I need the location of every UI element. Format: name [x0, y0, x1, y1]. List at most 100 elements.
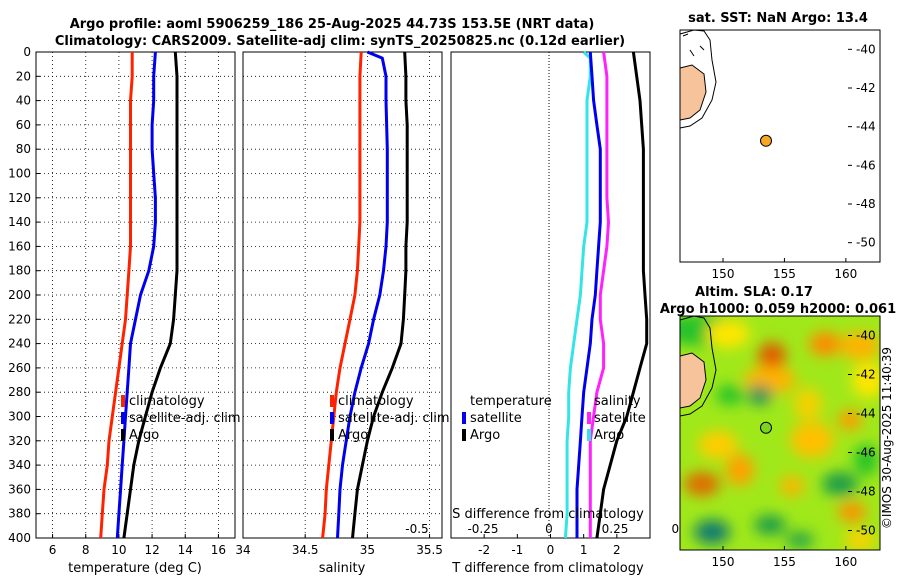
series-line-satellite-adj-clim: [336, 50, 389, 539]
y-tick-label: 340: [8, 458, 31, 472]
difference-legend: temperature satellite Argo salinity sate…: [462, 394, 646, 443]
y-tick-label: -50: [856, 524, 876, 538]
y-tick-label: -48: [856, 197, 876, 211]
y-tick-label: 240: [8, 337, 31, 351]
series-line-argo: [122, 51, 179, 539]
x-tick-label: 0: [547, 543, 555, 557]
series-line-climatology: [321, 51, 363, 539]
altimetry-map-axes: 150 155 160 -40 -42 -44 -46 -48 -50: [712, 329, 876, 570]
tasmania-landmass: [680, 352, 707, 409]
salinity-xlabel: salinity: [319, 561, 366, 576]
salinity-series: [321, 50, 409, 539]
series-line-s-satellite: [588, 51, 610, 538]
x-tick-label: 8: [82, 543, 90, 557]
x-tick-label: 12: [144, 543, 159, 557]
x-tick-label: 16: [211, 543, 226, 557]
imos-credit: ©IMOS 30-Aug-2025 11:40:39: [880, 347, 894, 529]
legend-s-argo: Argo: [594, 428, 624, 443]
y-tick-label: -42: [856, 81, 876, 95]
y-tick-label: 160: [8, 239, 31, 253]
legend-swatch-t-satellite: [462, 412, 466, 424]
legend-climatology: climatology: [129, 394, 205, 409]
temperature-xlabel: temperature (deg C): [68, 561, 202, 576]
legend-s-satellite: satellite: [594, 411, 646, 426]
x-tick-label: 1: [580, 543, 588, 557]
y-tick-label: 80: [16, 142, 31, 156]
sla-heatmap: [680, 316, 880, 550]
temperature-x-axis: 6 8 10 12 14 16: [49, 534, 226, 557]
difference-xlabel: T difference from climatology: [451, 561, 644, 576]
legend-swatch-satellite: [330, 412, 334, 424]
series-line-satellite-adj-clim: [115, 51, 157, 539]
tasmania-landmass: [679, 64, 707, 121]
y-tick-label: -50: [856, 236, 876, 250]
altimetry-title-line2: Argo h1000: 0.059 h2000: 0.061: [660, 302, 896, 317]
altimetry-title-line1: Altim. SLA: 0.17: [695, 285, 813, 300]
legend-climatology: climatology: [338, 394, 414, 409]
s-tick-label: 0.25: [602, 522, 629, 536]
y-tick-label: 280: [8, 385, 31, 399]
y-tick-label: -46: [856, 158, 876, 172]
legend-swatch-t-argo: [462, 429, 466, 441]
difference-series: [563, 50, 649, 539]
y-tick-label: 140: [8, 215, 31, 229]
x-tick-label: -1: [511, 543, 523, 557]
s-tick-label: 0: [545, 522, 553, 536]
x-tick-label: 2: [613, 543, 621, 557]
s-tick-label: -0.25: [467, 522, 498, 536]
mainland-outline: [680, 316, 717, 417]
x-tick-label: 35.5: [416, 543, 443, 557]
x-tick-label: 155: [773, 555, 796, 569]
x-tick-label: 6: [49, 543, 57, 557]
s-tick-label: -0.5: [405, 522, 428, 536]
y-tick-label: 100: [8, 167, 31, 181]
sla-blobs: [680, 316, 880, 550]
y-tick-label: 260: [8, 361, 31, 375]
legend-t-satellite: satellite: [470, 411, 522, 426]
legend-argo: Argo: [338, 428, 368, 443]
x-tick-label: 155: [773, 267, 796, 281]
legend-satellite-adj: satellite-adj. clim: [129, 411, 241, 426]
legend-swatch-argo: [330, 429, 334, 441]
x-tick-label: 150: [712, 267, 735, 281]
legend-temperature-title: temperature: [470, 394, 552, 409]
y-tick-label: -40: [856, 329, 876, 343]
legend-satellite-adj: satellite-adj. clim: [338, 411, 450, 426]
altimetry-map-frame: [679, 315, 881, 551]
difference-panel: -2 -1 0 1 2 temperature satellite Argo salin…: [405, 50, 691, 576]
legend-swatch-s-argo: [587, 429, 591, 441]
temperature-legend: climatology satellite-adj. clim Argo: [121, 394, 241, 443]
coast-fragments: [682, 33, 705, 57]
y-tick-label: 40: [16, 94, 31, 108]
series-line-climatology: [99, 52, 134, 539]
x-tick-label: 160: [834, 267, 857, 281]
legend-swatch-satellite: [121, 412, 125, 424]
y-tick-label: -46: [856, 446, 876, 460]
legend-swatch-climatology: [121, 395, 125, 407]
series-line-t-argo: [575, 51, 602, 538]
series-line-s-argo: [595, 51, 649, 539]
x-tick-label: 160: [834, 555, 857, 569]
y-tick-label: 300: [8, 410, 31, 424]
x-tick-label: 34: [235, 543, 250, 557]
y-tick-label: 20: [16, 69, 31, 83]
y-tick-label: 120: [8, 191, 31, 205]
legend-swatch-argo: [121, 429, 125, 441]
y-tick-label: -48: [856, 485, 876, 499]
y-tick-label: -44: [856, 120, 876, 134]
legend-salinity-title: salinity: [594, 394, 641, 409]
difference-x-axis: -2 -1 0 1 2: [478, 534, 621, 557]
legend-swatch-climatology: [330, 395, 334, 407]
chart-title-line1: Argo profile: aoml 5906259_186 25-Aug-20…: [70, 17, 595, 32]
y-tick-label: -44: [856, 407, 876, 421]
salinity-grid: [242, 51, 442, 539]
difference-plot-frame: [450, 51, 651, 539]
legend-swatch-s-satellite: [587, 412, 591, 424]
y-tick-label: 400: [8, 531, 31, 545]
difference-top-xlabel: S difference from climatology: [452, 507, 644, 522]
sst-map-panel: sat. SST: NaN Argo: 13.4 150 155 160 -40 -42…: [679, 11, 881, 281]
x-tick-label: 14: [178, 543, 193, 557]
depth-axis: 0 20 40 60 80 100 120 140 160 180 200 220 240 260 280 3…: [8, 45, 40, 545]
sst-map-axes: 150 155 160 -40 -42 -44 -46 -48 -50: [712, 42, 876, 281]
